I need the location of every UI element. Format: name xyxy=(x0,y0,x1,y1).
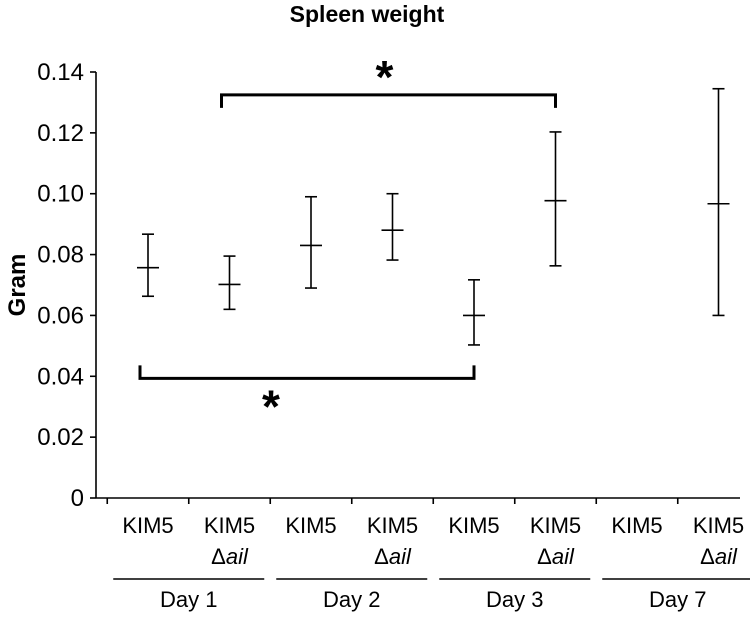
y-tick-label: 0.06 xyxy=(37,302,84,329)
significance-bracket xyxy=(220,93,557,108)
chart-title: Spleen weight xyxy=(290,1,445,27)
y-tick-label: 0.10 xyxy=(37,181,84,208)
group-label: Day 1 xyxy=(160,587,217,612)
plot-area: 0 0.02 0.04 0.06 0.08 0.10 0.12 0.14 KIM5 KIM5 Δai… xyxy=(37,51,750,612)
x-category-label: KIM5 xyxy=(285,513,336,538)
y-tick-label: 0.02 xyxy=(37,424,84,451)
significance-bracket xyxy=(138,365,476,380)
group-label: Day 3 xyxy=(486,587,543,612)
significance-star: * xyxy=(376,51,394,103)
x-category-label: KIM5 xyxy=(693,513,744,538)
y-axis-label: Gram xyxy=(4,254,31,317)
y-tick-label: 0.12 xyxy=(37,120,84,147)
significance-star: * xyxy=(262,380,280,432)
x-category-label: KIM5 xyxy=(367,513,418,538)
x-category-sublabel: Δail xyxy=(211,544,249,569)
y-tick-label: 0.04 xyxy=(37,363,84,390)
x-category-sublabel: Δail xyxy=(537,544,575,569)
x-category-label: KIM5 xyxy=(204,513,255,538)
x-category-sublabel: Δail xyxy=(374,544,412,569)
group-label: Day 7 xyxy=(649,587,706,612)
y-tick-label: 0.14 xyxy=(37,59,84,86)
x-category-label: KIM5 xyxy=(448,513,499,538)
x-category-sublabel: Δail xyxy=(700,544,738,569)
group-label: Day 2 xyxy=(323,587,380,612)
x-category-label: KIM5 xyxy=(611,513,662,538)
y-tick-label: 0.08 xyxy=(37,242,84,269)
y-tick-label: 0 xyxy=(71,485,84,512)
x-category-label: KIM5 xyxy=(530,513,581,538)
x-category-label: KIM5 xyxy=(122,513,173,538)
